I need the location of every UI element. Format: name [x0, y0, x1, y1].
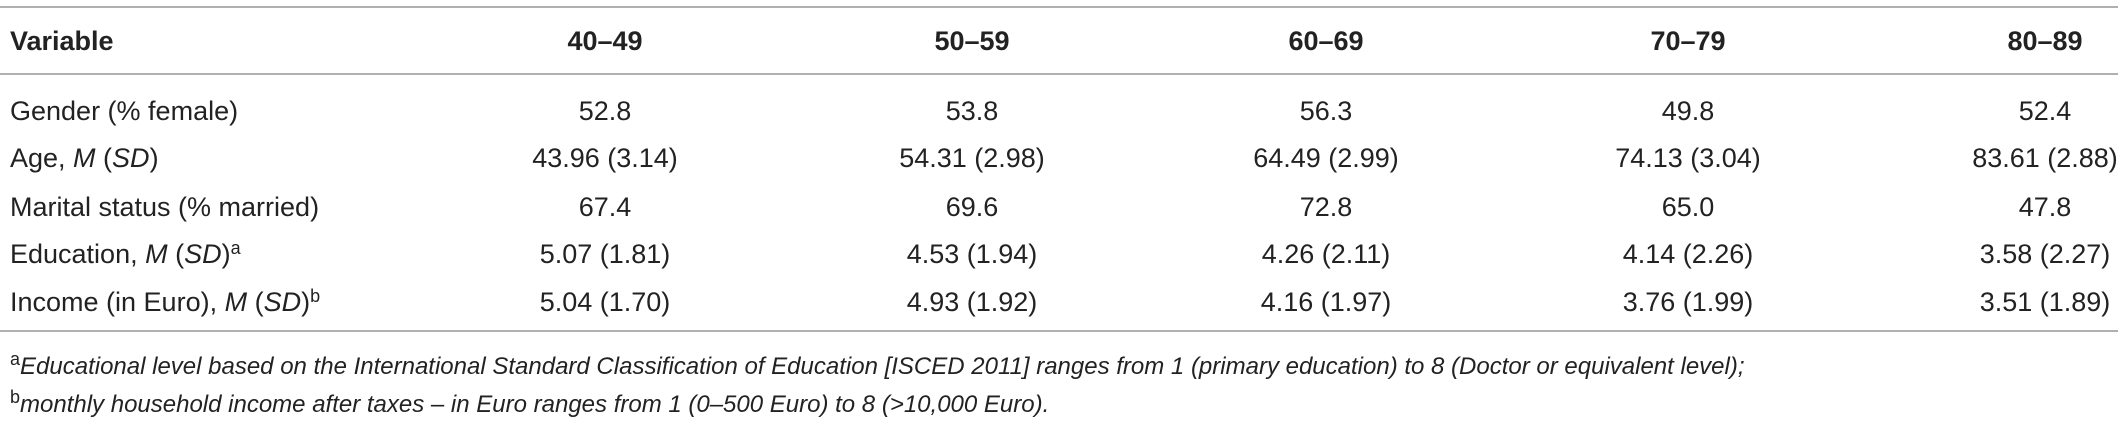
value-cell: 67.4 [578, 192, 632, 222]
value-cell: 4.26 (2.11) [1261, 239, 1391, 269]
value-cell: 5.07 (1.81) [539, 239, 671, 269]
footnote-mark: b [10, 387, 21, 407]
value-cell: 3.76 (1.99) [1622, 287, 1754, 317]
value-cell: 52.4 [2018, 96, 2072, 126]
value-cell: 43.96 (3.14) [532, 143, 678, 173]
label-part: ) [221, 239, 231, 269]
footnote-text: monthly household income after taxes – i… [20, 391, 1050, 418]
value-cell: 54.31 (2.98) [899, 143, 1045, 173]
label-part: ( [95, 143, 113, 173]
value-cell: 49.8 [1661, 96, 1715, 126]
value-cell: 74.13 (3.04) [1615, 143, 1761, 173]
value-cell: 4.53 (1.94) [906, 239, 1038, 269]
value-cell: 65.0 [1661, 192, 1715, 222]
label-part: Age, [10, 143, 74, 173]
label-part: M [73, 143, 96, 173]
label-part: Education, [10, 239, 146, 269]
value-cell: 3.51 (1.89) [1979, 287, 2111, 317]
value-cell: 5.04 (1.70) [539, 287, 671, 317]
value-cell: 47.8 [2018, 192, 2072, 222]
value-cell: 64.49 (2.99) [1253, 143, 1399, 173]
value-cell: 69.6 [945, 192, 999, 222]
value-cell: 4.16 (1.97) [1260, 287, 1392, 317]
value-cell: 4.14 (2.26) [1622, 239, 1754, 269]
label-part: b [310, 286, 321, 306]
label-part: Marital status (% married) [10, 192, 320, 222]
label-part: Gender (% female) [10, 96, 239, 126]
footnote-mark: a [10, 349, 21, 369]
label-part: M [224, 287, 248, 317]
label-part: SD [184, 239, 222, 269]
footnote: bmonthly household income after taxes – … [10, 388, 1049, 422]
column-header: 50–59 [934, 26, 1010, 56]
label-part: ( [247, 287, 264, 317]
column-header: Variable [10, 26, 114, 56]
footnote-text: Educational level based on the Internati… [20, 353, 1745, 380]
row-label: Age, M (SD) [10, 141, 159, 175]
label-part: SD [263, 287, 302, 317]
row-label: Marital status (% married) [10, 190, 319, 224]
value-cell: 52.8 [578, 96, 632, 126]
column-header: 80–89 [2007, 26, 2083, 56]
column-header: 60–69 [1288, 26, 1364, 56]
row-label: Gender (% female) [10, 94, 238, 128]
column-header: 40–49 [567, 26, 643, 56]
value-cell: 83.61 (2.88) [1972, 143, 2118, 173]
value-cell: 72.8 [1299, 192, 1353, 222]
row-label: Education, M (SD)a [10, 237, 241, 271]
bottom-rule [0, 330, 2118, 332]
label-part: a [230, 238, 241, 258]
label-part: ( [167, 239, 185, 269]
value-cell: 3.58 (2.27) [1979, 239, 2111, 269]
row-label: Income (in Euro), M (SD)b [10, 285, 320, 319]
label-part: Income (in Euro), [10, 287, 225, 317]
value-cell: 56.3 [1299, 96, 1353, 126]
header-rule [0, 73, 2118, 75]
label-part: M [145, 239, 168, 269]
column-header: 70–79 [1650, 26, 1726, 56]
value-cell: 53.8 [945, 96, 999, 126]
value-cell: 4.93 (1.92) [906, 287, 1038, 317]
label-part: ) [149, 143, 159, 173]
label-part: ) [301, 287, 311, 317]
label-part: SD [112, 143, 150, 173]
top-rule [0, 6, 2118, 8]
footnote: aEducational level based on the Internat… [10, 350, 1745, 384]
